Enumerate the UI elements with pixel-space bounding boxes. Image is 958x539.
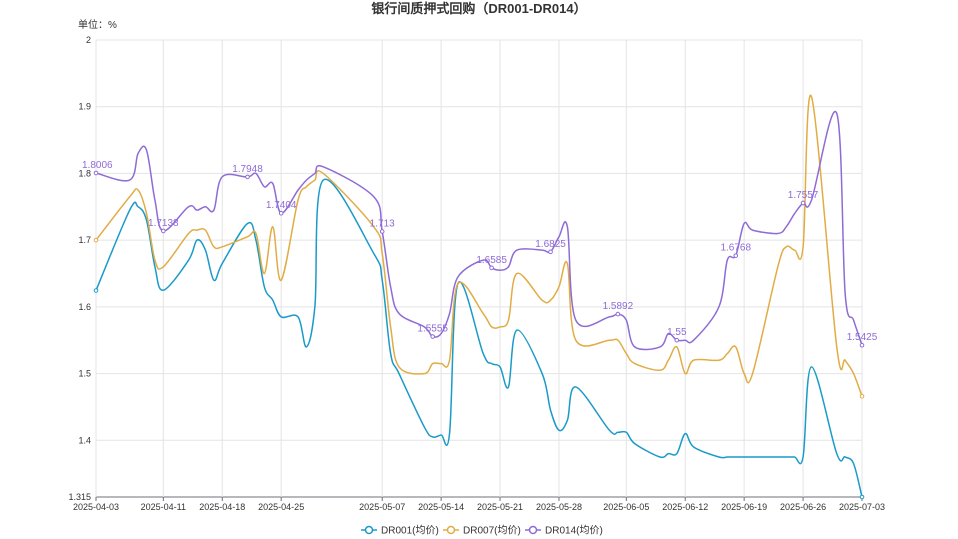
data-label: 1.7948 — [232, 164, 263, 175]
chart-title: 银行间质押式回购（DR001-DR014） — [371, 1, 586, 16]
data-label: 1.5555 — [417, 324, 448, 335]
x-tick-label: 2025-04-25 — [258, 502, 304, 512]
series-line-2 — [95, 94, 863, 397]
series-point — [93, 288, 99, 293]
legend-item-label: DR007(均价) — [463, 525, 521, 537]
series-point — [548, 249, 553, 255]
data-label: 1.6585 — [476, 255, 507, 266]
x-tick-label: 2025-07-03 — [839, 502, 885, 512]
series-point — [859, 494, 865, 500]
data-label: 1.7404 — [266, 200, 297, 211]
data-label: 1.6768 — [720, 243, 751, 254]
x-tick-label: 2025-06-12 — [662, 502, 708, 512]
legend-swatch-marker — [446, 525, 456, 535]
axis-layer: 1.315 1.4 1.5 1.6 1.7 1.8 1.9 2 2025-04-03 2025-0… — [68, 35, 885, 512]
data-label: 1.713 — [370, 218, 395, 229]
series-point — [379, 229, 385, 234]
series-layer — [93, 94, 865, 500]
label-layer: 1.8006 1.7138 1.7948 1.7404 1.713 1.5555 1.658… — [82, 160, 878, 343]
data-label: 1.55 — [667, 327, 687, 338]
series-point — [93, 170, 99, 176]
data-label: 1.5425 — [847, 332, 878, 343]
legend-swatch-marker — [364, 525, 374, 535]
series-point — [859, 393, 865, 399]
y-tick-label: 1.8 — [78, 168, 91, 178]
x-tick-label: 2025-04-11 — [141, 502, 186, 512]
x-tick-label: 2025-06-26 — [780, 502, 826, 512]
grid-layer — [95, 39, 863, 498]
series-point — [93, 237, 99, 243]
y-tick-label: 1.4 — [78, 435, 91, 445]
x-tick-label: 2025-05-07 — [359, 502, 405, 512]
series-point — [733, 253, 739, 258]
y-tick-label: 1.6 — [78, 302, 91, 312]
x-tick-label: 2025-06-19 — [721, 502, 767, 512]
legend-item-label: DR001(均价) — [381, 525, 439, 537]
data-label: 1.5892 — [603, 301, 634, 312]
series-point — [278, 210, 284, 216]
legend-item-label: DR014(均价) — [545, 525, 603, 537]
y-unit-label: 单位：% — [78, 18, 117, 31]
data-label: 1.7138 — [148, 218, 179, 229]
series-line-1 — [95, 178, 863, 498]
series-point — [615, 311, 621, 317]
series-point — [430, 334, 436, 339]
x-tick-label: 2025-05-14 — [418, 502, 464, 512]
data-label: 1.8006 — [82, 160, 113, 171]
series-point — [489, 265, 494, 271]
series-line-3 — [95, 110, 863, 351]
y-tick-label: 1.5 — [78, 369, 91, 379]
legend-swatch-marker — [528, 525, 538, 535]
series-point — [245, 174, 250, 180]
x-tick-label: 2025-05-28 — [536, 502, 582, 512]
series-point — [674, 337, 680, 343]
series-point — [800, 200, 806, 206]
data-label: 1.7557 — [788, 190, 819, 201]
legend[interactable]: DR001(均价) DR007(均价) DR014(均价) — [361, 525, 603, 537]
x-tick-label: 2025-06-05 — [603, 502, 649, 512]
y-tick-label: 2 — [86, 35, 91, 45]
series-point — [161, 228, 166, 234]
y-tick-label: 1.7 — [78, 235, 91, 245]
series-point — [859, 342, 865, 348]
y-tick-label: 1.315 — [68, 492, 91, 502]
x-tick-label: 2025-04-03 — [73, 502, 119, 512]
data-label: 1.6825 — [535, 239, 566, 250]
x-tick-label: 2025-05-21 — [477, 502, 523, 512]
y-tick-label: 1.9 — [78, 102, 91, 112]
x-tick-label: 2025-04-18 — [199, 502, 245, 512]
